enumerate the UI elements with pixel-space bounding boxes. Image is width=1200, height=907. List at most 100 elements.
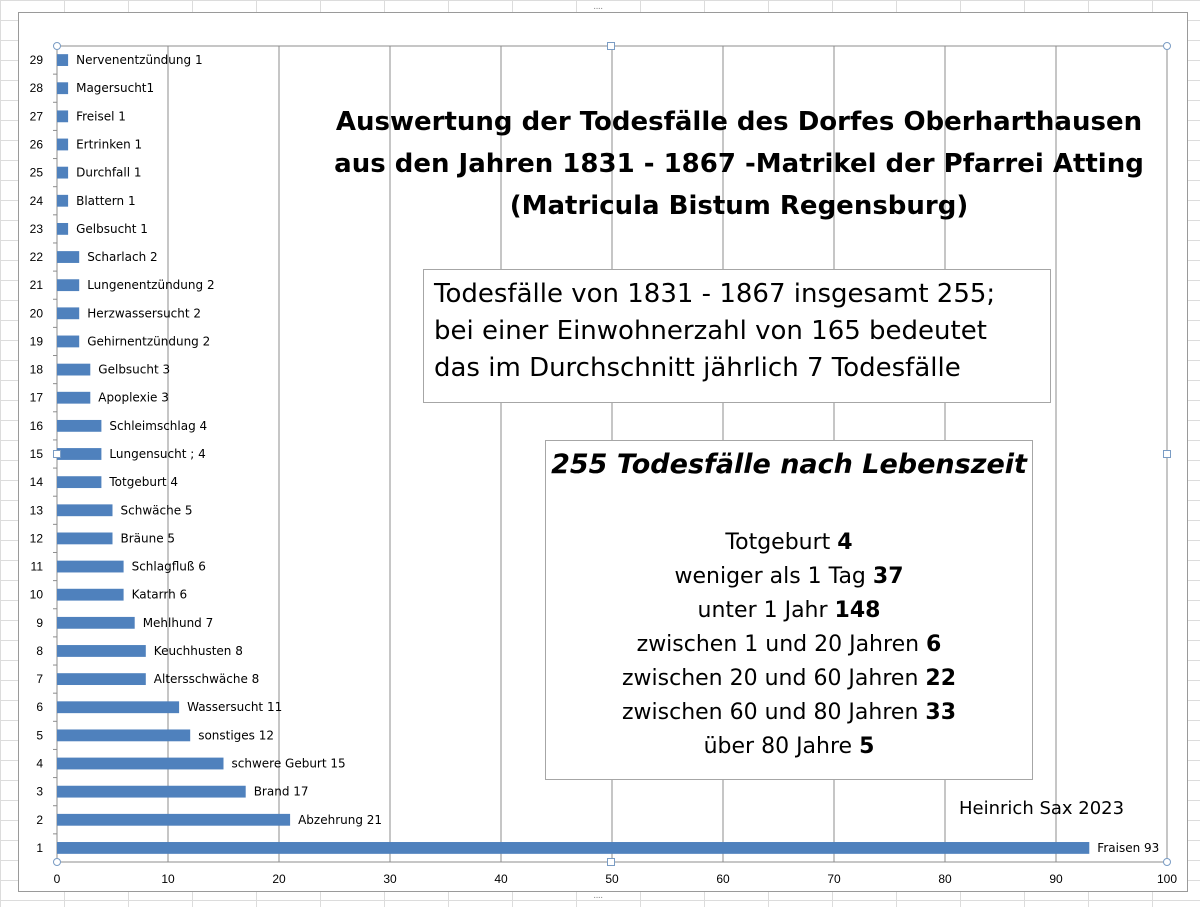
- age-row-value: 22: [925, 666, 957, 691]
- data-label: Durchfall 1: [76, 166, 141, 180]
- bar-chart-svg: 0 10 20 30 40 50 60 70 80 90 100 1 Fraisen 93 2 Abzehr…: [30, 45, 1177, 886]
- age-row-label: zwischen 60 und 80 Jahren: [621, 700, 926, 725]
- data-label: Brand 17: [254, 785, 309, 799]
- y-tick-label: 22: [30, 250, 44, 264]
- data-label: Lungenentzündung 2: [87, 278, 214, 292]
- age-row-value: 33: [925, 700, 957, 725]
- summary-textbox[interactable]: Todesfälle von 1831 - 1867 insgesamt 255…: [423, 269, 1051, 403]
- bar: [57, 785, 246, 798]
- bar: [57, 616, 135, 629]
- data-label: Nervenentzündung 1: [76, 53, 202, 67]
- resize-handle-middle-left[interactable]: [53, 450, 61, 458]
- chart-frame-grip-bottom[interactable]: ····: [593, 892, 603, 903]
- y-tick-label: 1: [36, 841, 43, 855]
- age-row-value: 37: [872, 564, 904, 589]
- bar: [57, 588, 124, 601]
- x-tick-label: 70: [827, 872, 841, 886]
- data-label: sonstiges 12: [198, 728, 274, 742]
- data-label: Herzwassersucht 2: [87, 306, 201, 320]
- x-tick-label: 0: [54, 872, 61, 886]
- summary-line-1: Todesfälle von 1831 - 1867 insgesamt 255…: [434, 279, 996, 309]
- y-tick-label: 29: [30, 53, 44, 67]
- bar: [57, 110, 69, 123]
- data-label: Ertrinken 1: [76, 137, 142, 151]
- bar: [57, 673, 146, 686]
- resize-handle-bottom-right[interactable]: [1163, 858, 1171, 866]
- data-label: Schwäche 5: [121, 503, 193, 517]
- age-row-value: 5: [859, 734, 875, 759]
- x-tick-label: 40: [494, 872, 508, 886]
- y-tick-label: 7: [36, 672, 43, 686]
- data-label: Scharlach 2: [87, 250, 157, 264]
- chart-title-line-3: (Matricula Bistum Regensburg): [509, 191, 969, 221]
- data-label: Magersucht1: [76, 81, 154, 95]
- bar: [57, 560, 124, 573]
- age-row-value: 6: [926, 632, 942, 657]
- bar: [57, 335, 80, 348]
- y-tick-label: 4: [36, 757, 43, 771]
- x-tick-label: 80: [938, 872, 952, 886]
- x-tick-label: 90: [1049, 872, 1063, 886]
- y-tick-label: 21: [30, 278, 44, 292]
- y-tick-label: 15: [30, 447, 44, 461]
- chart-frame-grip-top[interactable]: ····: [593, 3, 603, 14]
- data-label: Schleimschlag 4: [109, 419, 207, 433]
- age-row-label: Totgeburt: [725, 530, 838, 555]
- data-label: Katarrh 6: [132, 588, 188, 602]
- age-distribution-textbox[interactable]: 255 Todesfälle nach Lebenszeit Totgeburt…: [545, 440, 1033, 780]
- age-row: weniger als 1 Tag 37: [546, 560, 1032, 594]
- y-tick-label: 24: [30, 194, 44, 208]
- age-row-label: über 80 Jahre: [703, 734, 860, 759]
- bar: [57, 476, 102, 489]
- age-row: über 80 Jahre 5: [546, 730, 1032, 764]
- data-label: Freisel 1: [76, 109, 126, 123]
- y-tick-label: 16: [30, 419, 44, 433]
- bar: [57, 279, 80, 292]
- age-row-value: 148: [834, 598, 881, 623]
- bar: [57, 194, 69, 207]
- y-tick-label: 28: [30, 81, 44, 95]
- y-tick-label: 19: [30, 334, 44, 348]
- x-tick-label: 60: [716, 872, 730, 886]
- resize-handle-bottom-middle[interactable]: [607, 858, 615, 866]
- y-tick-label: 20: [30, 306, 44, 320]
- age-row: Totgeburt 4: [546, 526, 1032, 560]
- bar: [57, 307, 80, 320]
- y-tick-label: 6: [36, 700, 43, 714]
- y-tick-label: 12: [30, 531, 44, 545]
- y-tick-label: 25: [30, 166, 44, 180]
- bar: [57, 504, 113, 517]
- resize-handle-top-middle[interactable]: [607, 42, 615, 50]
- chart-area[interactable]: 0 10 20 30 40 50 60 70 80 90 100 1 Fraisen 93 2 Abzehr…: [18, 12, 1188, 892]
- y-tick-label: 26: [30, 137, 44, 151]
- bar: [57, 729, 191, 742]
- bar: [57, 701, 180, 714]
- age-row: zwischen 1 und 20 Jahren 6: [546, 628, 1032, 662]
- y-tick-label: 14: [30, 475, 44, 489]
- age-row-label: weniger als 1 Tag: [674, 564, 873, 589]
- data-label: Wassersucht 11: [187, 700, 282, 714]
- bar: [57, 532, 113, 545]
- age-box-heading: 255 Todesfälle nach Lebenszeit: [551, 449, 1027, 480]
- bar: [57, 251, 80, 263]
- x-tick-label: 20: [272, 872, 286, 886]
- resize-handle-top-left[interactable]: [53, 42, 61, 50]
- data-label: Gehirnentzündung 2: [87, 334, 210, 348]
- age-row-label: zwischen 20 und 60 Jahren: [621, 666, 926, 691]
- y-tick-label: 10: [30, 588, 44, 602]
- y-tick-label: 11: [31, 560, 44, 574]
- resize-handle-middle-right[interactable]: [1163, 450, 1171, 458]
- bar: [57, 391, 91, 404]
- data-label: Bräune 5: [121, 531, 176, 545]
- x-tick-label: 100: [1157, 872, 1177, 886]
- data-label: Blattern 1: [76, 194, 136, 208]
- age-row-value: 4: [837, 530, 853, 555]
- chart-title-line-1: Auswertung der Todesfälle des Dorfes Obe…: [335, 107, 1143, 137]
- data-label: Totgeburt 4: [108, 475, 178, 489]
- resize-handle-bottom-left[interactable]: [53, 858, 61, 866]
- bar: [57, 448, 102, 460]
- y-tick-label: 18: [30, 363, 44, 377]
- data-label: Keuchhusten 8: [154, 644, 243, 658]
- resize-handle-top-right[interactable]: [1163, 42, 1171, 50]
- x-tick-label: 30: [383, 872, 397, 886]
